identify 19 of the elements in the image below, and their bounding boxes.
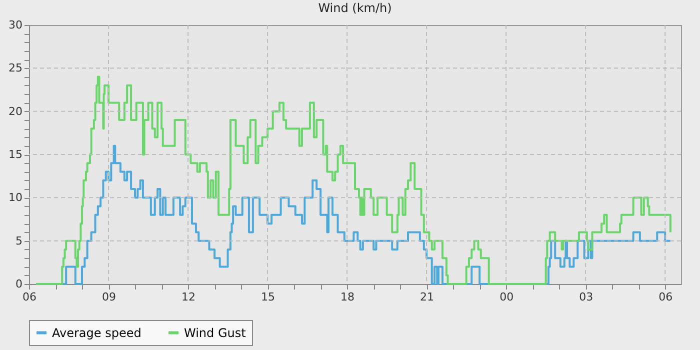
y-tick-label: 0: [16, 278, 22, 290]
x-tick-label: 06: [658, 290, 673, 304]
y-tick-label: 25: [8, 62, 22, 75]
x-tick-label: 15: [261, 290, 276, 304]
x-tick-label: 06: [22, 290, 36, 304]
y-tick-label: 30: [8, 18, 22, 32]
y-tick-label: 10: [8, 191, 22, 204]
x-tick-label: 00: [500, 290, 514, 304]
y-tick-label: 20: [8, 104, 22, 118]
x-tick-label: 12: [182, 290, 196, 304]
x-tick-label: 03: [579, 290, 594, 304]
chart-title: Wind (km/h): [318, 1, 392, 15]
y-tick-label: 15: [8, 148, 22, 161]
x-tick-label: 09: [102, 290, 116, 304]
x-tick-label: 21: [420, 290, 434, 304]
legend-label: Wind Gust: [184, 326, 246, 340]
y-tick-label: 5: [16, 234, 22, 248]
legend-label: Average speed: [52, 326, 142, 340]
x-tick-label: 18: [340, 290, 355, 304]
